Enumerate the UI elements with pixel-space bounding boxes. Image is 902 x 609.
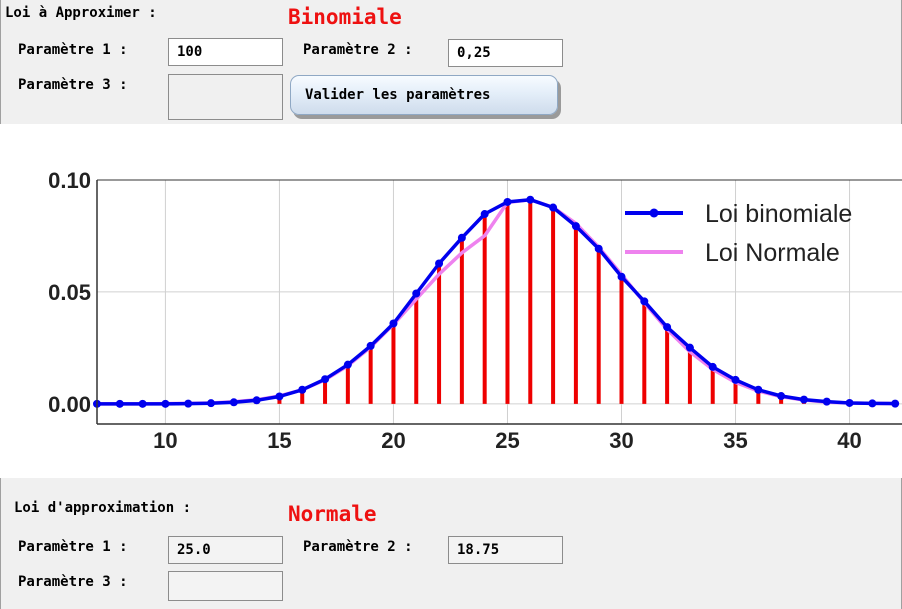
binomial-point	[640, 297, 649, 306]
legend-binomial-label: Loi binomiale	[705, 200, 852, 228]
y-tick-label: 0.10	[48, 168, 91, 193]
binomial-point	[298, 385, 307, 394]
legend-binomial-marker	[649, 208, 659, 218]
binomial-point	[366, 341, 375, 350]
binomial-point	[412, 289, 421, 298]
binomial-point	[845, 398, 854, 407]
binomial-point	[389, 319, 398, 328]
binomial-line	[97, 197, 896, 406]
approx-param1-label: Paramètre 1 :	[18, 539, 128, 555]
x-tick-label: 15	[267, 428, 291, 453]
input-param2-label: Paramètre 2 :	[303, 42, 413, 58]
y-tick-label: 0.00	[48, 392, 91, 417]
binomial-point	[571, 222, 580, 231]
chart-area: 10 15 20 25 30 35 40 0.00 0.05 0.10 Loi binomiale…	[0, 124, 902, 478]
binomial-point	[138, 399, 147, 408]
binomial-point	[252, 396, 261, 405]
binomial-series	[93, 195, 900, 408]
x-tick-label: 25	[495, 428, 519, 453]
normal-series	[97, 197, 896, 406]
binomial-point	[685, 343, 694, 352]
binomial-point	[321, 375, 330, 384]
input-law-name: Binomiale	[288, 5, 402, 29]
legend-normal-label: Loi Normale	[705, 239, 840, 267]
binomial-point	[184, 399, 193, 408]
binomial-point	[115, 399, 124, 408]
input-param3-label: Paramètre 3 :	[18, 77, 128, 93]
x-tick-label: 40	[837, 428, 861, 453]
binomial-bars	[186, 199, 898, 404]
approx-law-section-label: Loi d'approximation :	[14, 500, 192, 516]
chart-legend: Loi binomiale Loi Normale	[625, 200, 852, 267]
binomial-point	[343, 360, 352, 369]
input-param1-field[interactable]: 100	[168, 38, 283, 66]
binomial-point	[526, 195, 535, 204]
binomial-point	[617, 272, 626, 281]
input-param3-field[interactable]	[168, 74, 283, 120]
x-tick-label: 20	[381, 428, 405, 453]
binomial-point	[777, 392, 786, 401]
x-tick-label: 35	[723, 428, 747, 453]
x-tick-label: 30	[609, 428, 633, 453]
distribution-chart: 10 15 20 25 30 35 40 0.00 0.05 0.10 Loi binomiale…	[48, 168, 902, 453]
approx-law-name: Normale	[288, 502, 377, 526]
binomial-point	[435, 259, 444, 268]
binomial-point	[161, 399, 170, 408]
input-law-panel: Loi à Approximer : Binomiale Paramètre 1…	[0, 0, 902, 124]
approx-param3-field[interactable]	[168, 571, 283, 601]
binomial-point	[754, 385, 763, 394]
binomial-point	[708, 362, 717, 371]
chart-axes: 10 15 20 25 30 35 40 0.00 0.05 0.10	[48, 168, 902, 453]
approx-param3-label: Paramètre 3 :	[18, 574, 128, 590]
x-tick-label: 10	[153, 428, 177, 453]
y-tick-label: 0.05	[48, 280, 91, 305]
binomial-point	[594, 244, 603, 253]
approx-param2-label: Paramètre 2 :	[303, 539, 413, 555]
binomial-point	[549, 203, 558, 212]
input-law-section-label: Loi à Approximer :	[5, 5, 157, 21]
binomial-point	[731, 375, 740, 384]
binomial-point	[891, 399, 900, 408]
binomial-point	[868, 399, 877, 408]
binomial-point	[229, 398, 238, 407]
validate-parameters-button[interactable]: Valider les paramètres	[290, 75, 558, 115]
input-param1-label: Paramètre 1 :	[18, 42, 128, 58]
binomial-point	[799, 395, 808, 404]
approx-param1-field[interactable]: 25.0	[168, 536, 283, 564]
binomial-point	[503, 197, 512, 206]
binomial-point	[275, 392, 284, 401]
binomial-point	[207, 399, 216, 408]
approx-param2-field[interactable]: 18.75	[448, 536, 563, 564]
binomial-point	[663, 323, 672, 332]
approx-law-panel: Loi d'approximation : Normale Paramètre …	[0, 478, 902, 609]
input-param2-field[interactable]: 0,25	[448, 39, 563, 67]
binomial-point	[822, 397, 831, 406]
normal-line	[97, 197, 896, 406]
binomial-point	[480, 210, 489, 219]
binomial-point	[457, 233, 466, 242]
